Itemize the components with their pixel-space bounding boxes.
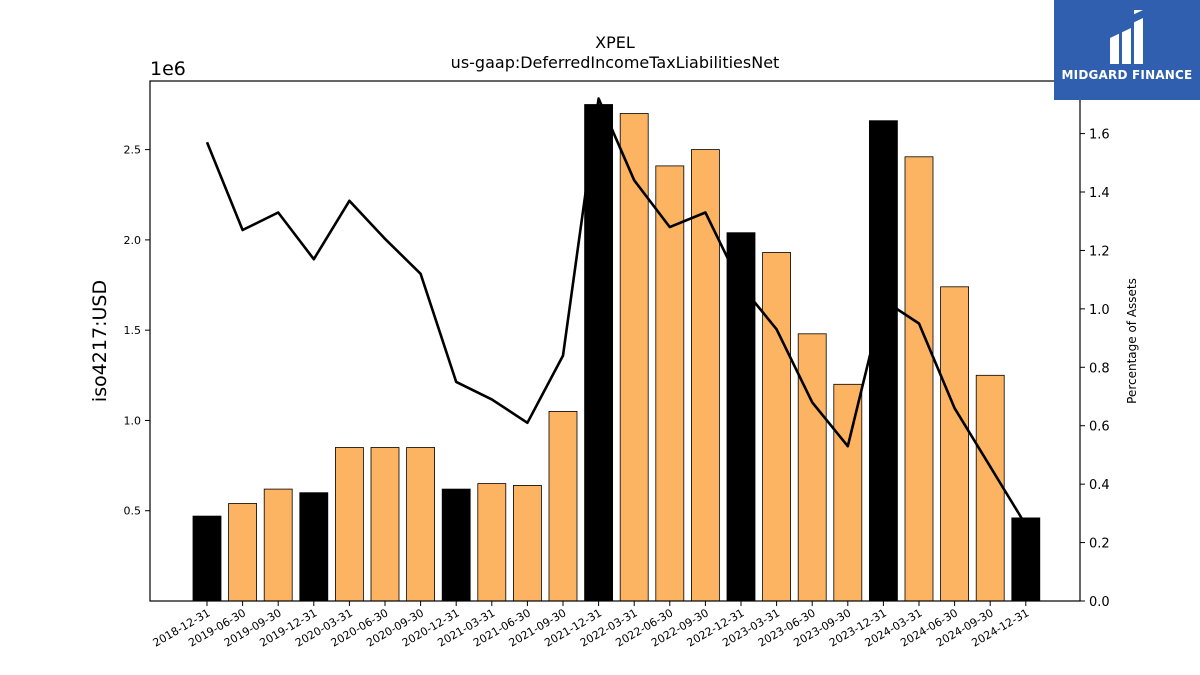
bar-2023-09-30 xyxy=(833,383,863,602)
bar-2022-06-30 xyxy=(655,165,685,602)
y2-tick-label: 0.4 xyxy=(1089,478,1110,493)
y2-tick-label: 0.2 xyxy=(1089,537,1110,552)
bar-2021-06-30 xyxy=(513,484,542,602)
bar-2021-09-30 xyxy=(548,410,578,602)
bar-2020-09-30 xyxy=(406,447,436,602)
bar-2019-06-30 xyxy=(228,503,258,602)
chart-title: XPEL xyxy=(595,33,635,52)
y-tick-label: 1.5 xyxy=(124,324,142,337)
bar-2022-12-31 xyxy=(726,232,756,602)
brand-logo: MIDGARD FINANCE xyxy=(1054,0,1200,100)
midgard-logo-icon xyxy=(1110,10,1143,64)
logo-text: MIDGARD FINANCE xyxy=(1061,68,1193,82)
bar-2023-06-30 xyxy=(797,333,827,602)
bar-2022-09-30 xyxy=(691,149,720,602)
bar-2021-03-31 xyxy=(477,483,507,602)
bar-2020-03-31 xyxy=(334,447,364,602)
y2-tick-label: 1.4 xyxy=(1089,186,1110,201)
bar-2018-12-31 xyxy=(192,515,222,602)
bar-2020-12-31 xyxy=(441,488,471,602)
y-axis-label: iso4217:USD xyxy=(89,280,111,402)
percentage-line-layer xyxy=(205,97,1027,526)
bars xyxy=(192,104,1041,602)
bar-2023-12-31 xyxy=(869,120,898,602)
y2-tick-label: 1.2 xyxy=(1089,244,1110,259)
y-axis-ticks: 0.5 1.0 1.5 2.0 2.5 xyxy=(124,144,150,518)
x-axis-ticks: 2018-12-312019-06-302019-09-302019-12-31… xyxy=(151,601,1031,650)
chart-subtitle: us-gaap:DeferredIncomeTaxLiabilitiesNet xyxy=(451,53,780,72)
y2-axis-label: Percentage of Assets xyxy=(1125,278,1139,404)
bar-2023-03-31 xyxy=(762,252,791,602)
bar-2021-12-31 xyxy=(584,104,613,602)
bar-2022-03-31 xyxy=(619,113,649,602)
bar-2024-09-30 xyxy=(975,374,1005,602)
bar-2019-09-30 xyxy=(263,488,293,602)
y2-axis-ticks: 0.0 0.2 0.4 0.6 0.8 1.0 1.2 1.4 1.6 xyxy=(1080,128,1110,610)
y-tick-label: 0.5 xyxy=(124,505,142,518)
bar-2019-12-31 xyxy=(299,492,329,602)
y2-tick-label: 0.8 xyxy=(1089,361,1110,376)
bar-2024-12-31 xyxy=(1011,517,1041,602)
y-tick-label: 2.5 xyxy=(124,144,142,157)
y2-tick-label: 1.0 xyxy=(1089,303,1110,318)
y2-tick-label: 0.0 xyxy=(1089,595,1110,610)
y2-tick-label: 0.6 xyxy=(1089,420,1110,435)
plot-frame xyxy=(149,80,1081,602)
y-tick-label: 2.0 xyxy=(124,234,142,247)
bar-2020-06-30 xyxy=(370,447,400,602)
y-offset-label: 1e6 xyxy=(150,58,186,80)
bar-2024-03-31 xyxy=(904,156,934,602)
y-tick-label: 1.0 xyxy=(124,414,142,427)
y2-tick-label: 1.6 xyxy=(1089,128,1110,143)
percentage-line xyxy=(205,97,1027,526)
bar-2024-06-30 xyxy=(940,286,969,602)
